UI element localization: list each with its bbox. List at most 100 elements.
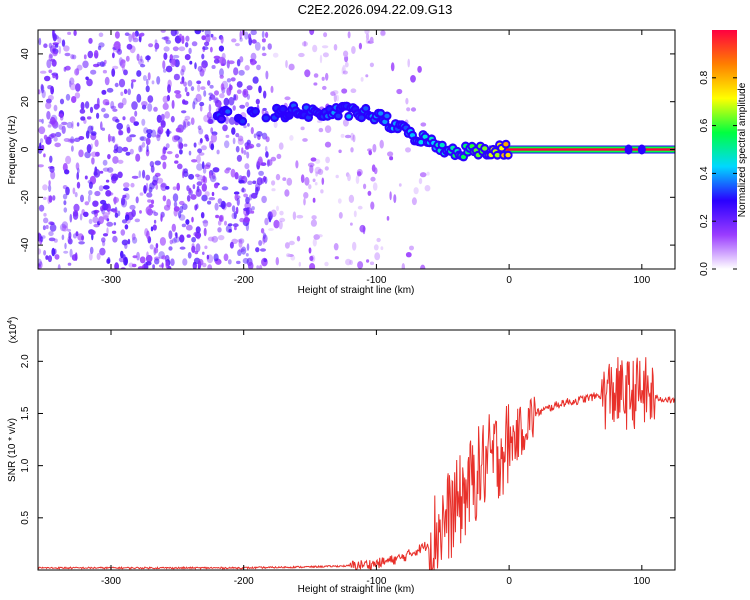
snr-y-multiplier: (x104) (7, 317, 19, 344)
noise-blob (369, 62, 374, 68)
noise-blob (275, 257, 279, 266)
noise-blob (118, 257, 125, 263)
noise-blob (194, 231, 202, 239)
noise-blob (320, 189, 324, 194)
noise-blob (228, 96, 235, 106)
noise-blob (201, 145, 207, 151)
ridge-blob-inner (218, 116, 224, 122)
noise-blob (102, 212, 109, 221)
noise-blob (344, 61, 349, 68)
y-tick-label: 2.0 (20, 354, 31, 368)
noise-blob (95, 151, 100, 157)
noise-blob (234, 172, 239, 180)
noise-blob (187, 80, 193, 87)
colorbar-tick-label: 0.0 (699, 262, 710, 276)
noise-blob (129, 116, 136, 123)
noise-blob (168, 246, 173, 251)
noise-blob (203, 227, 207, 237)
noise-blob (189, 60, 193, 65)
noise-blob (52, 73, 56, 79)
noise-blob (237, 239, 243, 243)
noise-blob (250, 192, 258, 199)
noise-blob (152, 175, 159, 183)
noise-blob (333, 44, 338, 51)
noise-blob (312, 178, 316, 183)
noise-blob (46, 110, 51, 120)
noise-blob (67, 262, 72, 266)
noise-blob (155, 243, 159, 249)
noise-blob (241, 187, 245, 193)
noise-blob (146, 129, 153, 134)
noise-blob (129, 204, 136, 210)
noise-blob (160, 154, 168, 161)
noise-blob (223, 253, 229, 262)
noise-blob (237, 138, 244, 145)
noise-blob (63, 169, 70, 175)
noise-blob (246, 243, 250, 251)
noise-blob (124, 224, 129, 230)
noise-blob (47, 94, 54, 101)
noise-blob (350, 222, 353, 226)
noise-blob (175, 93, 182, 99)
noise-blob (115, 119, 120, 123)
noise-blob (247, 261, 254, 269)
noise-blob (42, 184, 48, 191)
ridge-blob-inner (335, 113, 341, 119)
ridge-blob-inner (225, 109, 231, 114)
noise-blob (254, 41, 261, 51)
noise-blob (67, 31, 72, 35)
noise-blob (48, 53, 53, 62)
noise-blob (376, 237, 381, 243)
noise-blob (69, 80, 72, 88)
noise-blob (179, 234, 185, 243)
noise-blob (235, 206, 239, 215)
noise-blob (45, 255, 49, 260)
noise-blob (196, 163, 203, 171)
colorbar-tick-label: 0.8 (699, 70, 710, 84)
noise-blob (369, 36, 374, 44)
noise-blob (124, 243, 128, 249)
noise-blob (300, 174, 305, 184)
noise-blob (157, 126, 164, 135)
noise-blob (116, 146, 123, 154)
noise-blob (146, 78, 149, 86)
tone-spot (624, 144, 633, 155)
noise-blob (112, 65, 119, 70)
noise-blob (178, 46, 186, 52)
noise-blob (197, 125, 202, 130)
noise-blob (312, 44, 318, 53)
y-tick-label: 1.0 (20, 458, 31, 472)
noise-blob (204, 191, 210, 197)
noise-blob (124, 193, 130, 200)
colorbar-ticks: 0.0 0.2 0.4 0.6 0.8 (699, 70, 737, 276)
noise-blob (333, 93, 337, 103)
noise-blob (61, 225, 69, 232)
noise-blob (170, 115, 175, 123)
noise-blob (261, 30, 265, 39)
noise-blob (315, 158, 321, 164)
noise-blob (232, 223, 239, 228)
noise-blob (239, 104, 246, 109)
noise-blob (184, 115, 191, 121)
noise-blob (38, 37, 42, 46)
noise-blob (250, 30, 257, 36)
noise-blob (193, 142, 197, 148)
noise-blob (224, 140, 230, 149)
noise-blob (207, 200, 212, 205)
noise-blob (188, 47, 192, 55)
noise-blob (163, 68, 167, 73)
colorbar-tick-label: 0.2 (699, 214, 710, 228)
noise-blob (278, 220, 283, 230)
noise-blob (313, 73, 319, 78)
noise-blob (267, 43, 272, 50)
noise-blob (165, 130, 172, 135)
noise-blob (139, 210, 142, 214)
noise-blob (38, 119, 42, 123)
noise-blob (112, 108, 118, 112)
noise-blob (295, 160, 299, 169)
noise-blob (136, 70, 142, 77)
noise-blob (131, 233, 136, 241)
noise-blob (134, 30, 139, 37)
noise-blob (300, 126, 305, 131)
noise-blob (212, 36, 217, 41)
